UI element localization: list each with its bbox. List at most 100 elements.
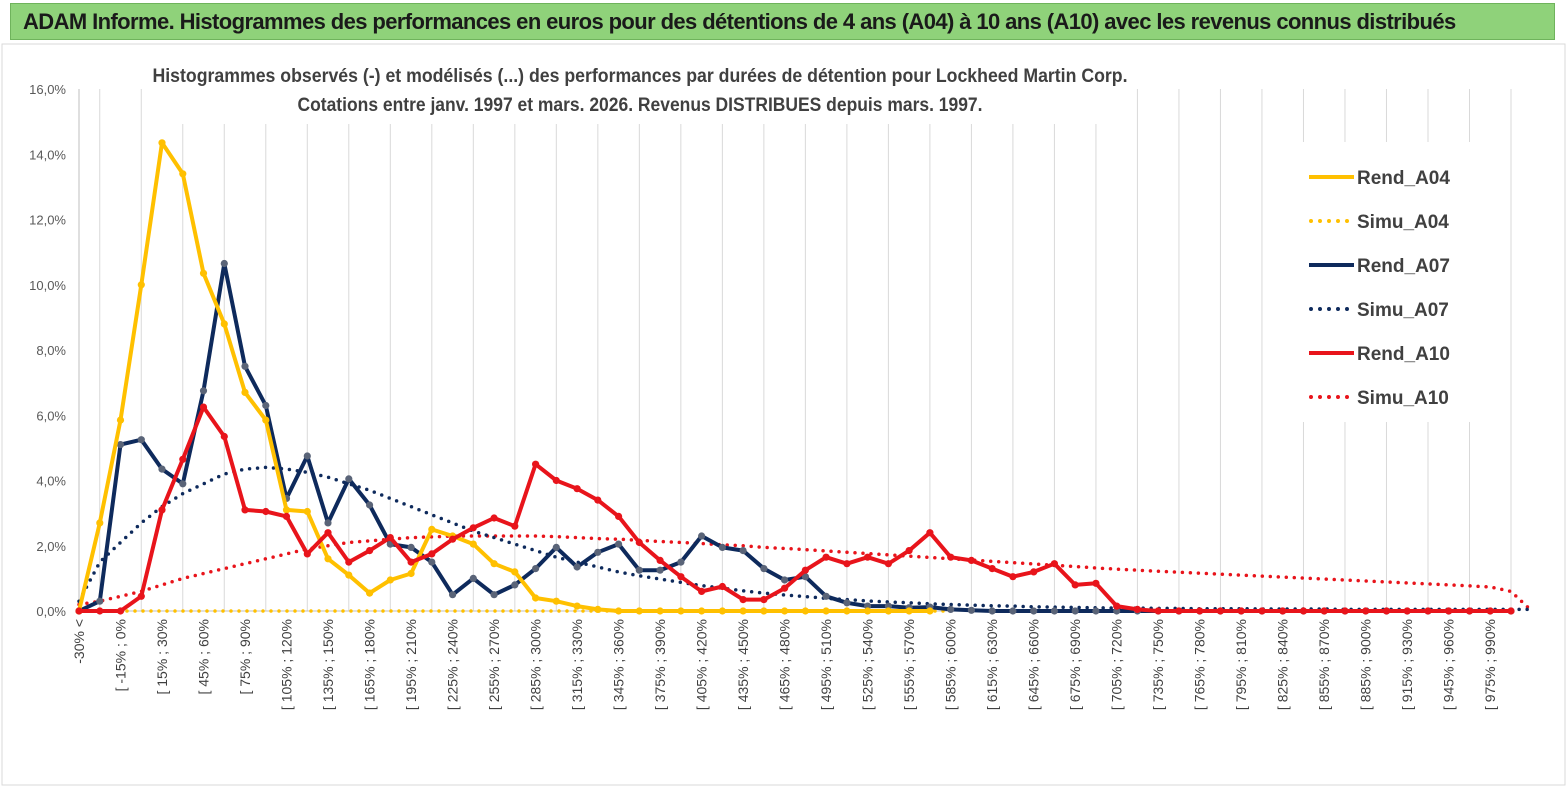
legend-box <box>1296 142 1486 422</box>
data-point <box>220 320 228 328</box>
legend-item: Simu_A04 <box>1309 212 1449 233</box>
data-point <box>366 501 374 509</box>
data-point <box>801 566 810 574</box>
x-tick-label: [ 885% ; 900% <box>1358 619 1374 710</box>
data-point <box>905 547 913 555</box>
data-point <box>324 555 332 563</box>
data-point <box>967 606 976 614</box>
x-tick-label: [ 165% ; 180% <box>362 619 378 710</box>
data-point <box>718 543 727 551</box>
data-point <box>1030 568 1038 576</box>
legend-item: Simu_A10 <box>1309 388 1449 409</box>
data-point <box>760 607 768 615</box>
data-point <box>1050 560 1058 568</box>
data-point <box>573 602 581 610</box>
data-point <box>137 436 145 444</box>
data-point <box>1279 607 1287 615</box>
x-tick-label: [ 375% ; 390% <box>652 619 668 710</box>
x-tick-label: [ 105% ; 120% <box>279 619 295 710</box>
data-point <box>511 581 519 589</box>
data-point <box>843 560 851 568</box>
x-tick-label: [ 285% ; 300% <box>528 619 544 710</box>
data-point <box>179 455 187 463</box>
data-point <box>490 514 498 522</box>
x-tick-label: [ 525% ; 540% <box>860 619 876 710</box>
data-point <box>1196 607 1204 615</box>
data-point <box>324 529 332 537</box>
data-point <box>926 607 934 615</box>
x-tick-label: [ 795% ; 810% <box>1233 619 1249 710</box>
data-point <box>366 589 374 597</box>
data-point <box>116 416 125 424</box>
data-point <box>241 362 249 370</box>
data-point <box>116 607 125 615</box>
data-point <box>1507 607 1515 615</box>
data-point <box>988 565 996 573</box>
data-point <box>532 460 540 468</box>
data-point <box>262 507 270 516</box>
data-point <box>864 607 872 615</box>
data-point <box>199 387 208 395</box>
data-point <box>345 558 353 566</box>
data-point <box>116 441 125 449</box>
data-point <box>718 607 727 615</box>
data-point <box>843 607 851 615</box>
y-axis: 0,0% 2,0% 4,0% 6,0% 8,0% 10,0% 12,0% 14,0% 16,0% <box>29 82 80 619</box>
x-tick-label: [ 195% ; 210% <box>403 619 419 710</box>
data-point <box>158 506 166 514</box>
data-point <box>677 573 685 581</box>
data-point <box>324 519 332 527</box>
data-point <box>532 594 540 602</box>
data-point <box>220 432 228 441</box>
data-point <box>822 553 830 561</box>
data-point <box>1071 581 1079 589</box>
data-point <box>718 582 727 591</box>
data-point <box>656 607 664 615</box>
data-point <box>864 553 872 561</box>
x-tick-label: -30% < <box>71 619 87 664</box>
data-point <box>988 607 996 615</box>
data-point <box>241 388 249 396</box>
data-point <box>220 259 228 268</box>
data-point <box>801 607 810 615</box>
data-point <box>469 524 477 532</box>
x-tick-label: [ 705% ; 720% <box>1109 619 1125 710</box>
data-point <box>843 599 851 607</box>
x-tick-label: [ 135% ; 150% <box>320 619 336 710</box>
y-tick-label: 0,0% <box>36 604 66 619</box>
legend-item: Simu_A07 <box>1309 300 1449 321</box>
data-point <box>428 550 436 558</box>
chart-title: Histogrammes observés (-) et modélisés (… <box>153 66 1128 87</box>
data-point <box>698 587 706 596</box>
data-point <box>199 403 208 411</box>
data-point <box>75 607 83 615</box>
legend-item: Rend_A04 <box>1309 168 1450 189</box>
chart-frame <box>1 43 1566 786</box>
legend-item: Rend_A10 <box>1309 344 1450 365</box>
x-tick-label: [ 735% ; 750% <box>1150 619 1166 710</box>
chart-area: 0,0% 2,0% 4,0% 6,0% 8,0% 10,0% 12,0% 14,0% 16,0%… <box>0 42 1567 789</box>
data-point <box>947 605 955 614</box>
x-tick-label: [ 615% ; 630% <box>984 619 1000 710</box>
data-point <box>573 563 581 571</box>
data-point <box>1071 607 1079 615</box>
data-point <box>656 566 664 574</box>
legend-label: Simu_A04 <box>1357 212 1449 233</box>
data-point <box>469 574 477 583</box>
data-point <box>1092 607 1100 615</box>
data-point <box>158 465 166 473</box>
data-point <box>884 607 893 615</box>
data-point <box>1424 607 1432 615</box>
data-point <box>635 566 643 574</box>
series-simu-a07 <box>77 465 1534 612</box>
data-point <box>345 571 353 579</box>
data-point <box>449 591 457 599</box>
data-point <box>656 556 664 565</box>
data-point <box>428 525 436 533</box>
data-point <box>303 550 311 558</box>
data-point <box>407 558 415 566</box>
x-tick-label: [ 645% ; 660% <box>1026 619 1042 710</box>
data-point <box>96 597 104 605</box>
y-tick-label: 4,0% <box>36 474 66 489</box>
data-point <box>781 584 789 592</box>
